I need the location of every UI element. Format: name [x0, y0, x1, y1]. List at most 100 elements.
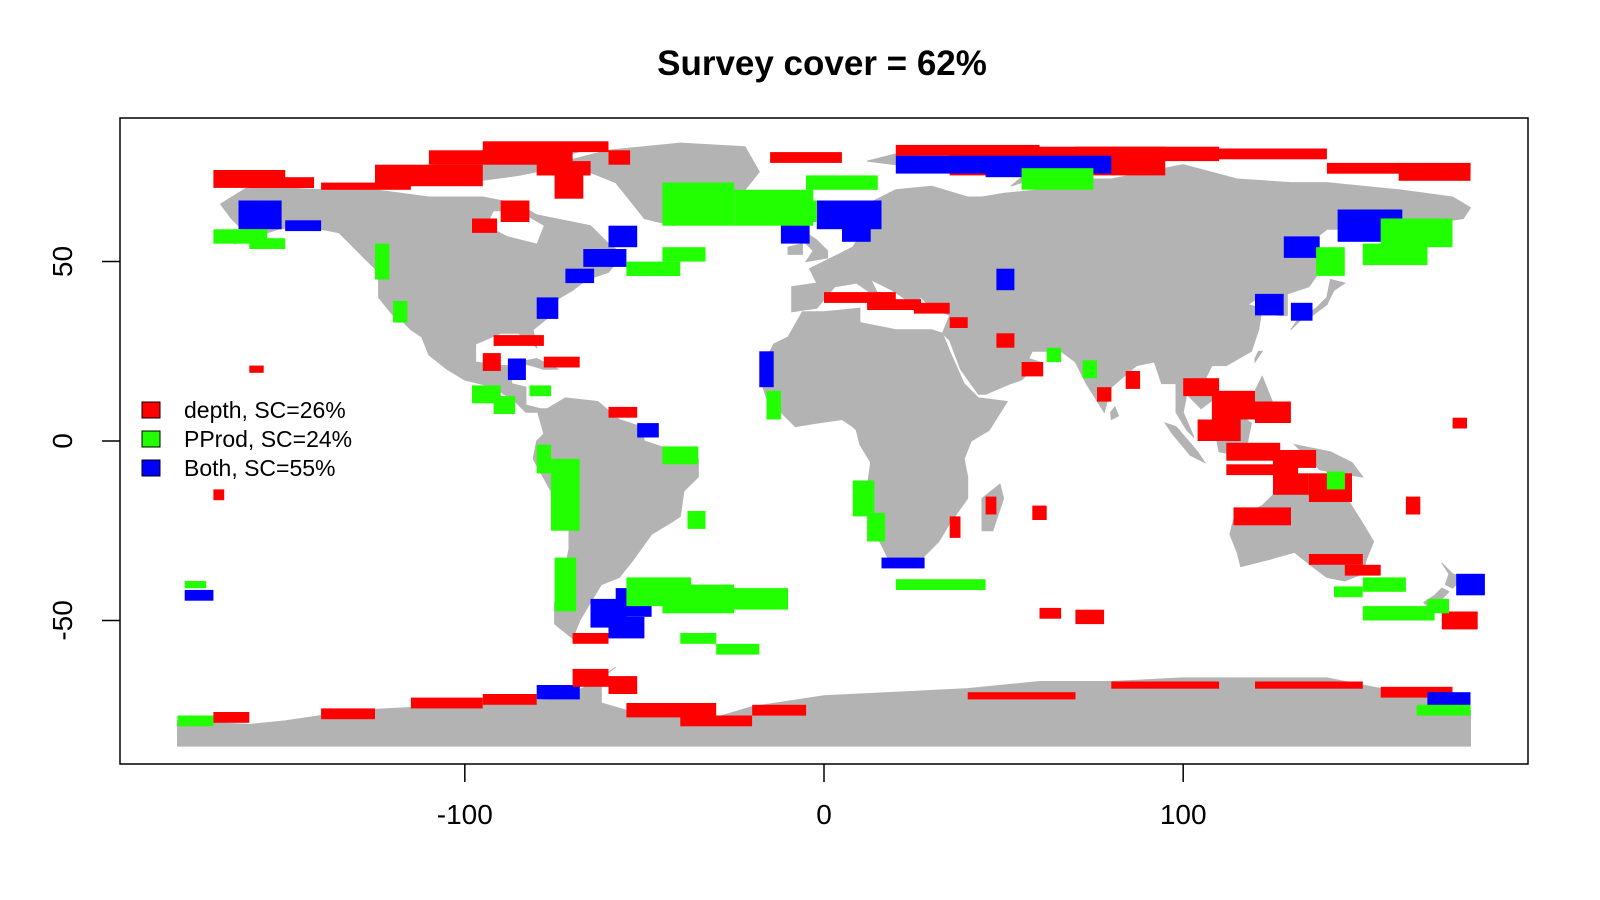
- coverage-pprod-patch: [1363, 577, 1406, 591]
- coverage-depth-patch: [555, 174, 584, 199]
- coverage-depth-patch: [1126, 371, 1140, 389]
- coverage-depth-patch: [986, 497, 997, 515]
- coverage-pprod-patch: [1047, 348, 1061, 362]
- coverage-pprod-patch: [716, 588, 788, 610]
- coverage-both-patch: [842, 217, 871, 242]
- coverage-pprod-patch: [1316, 247, 1345, 276]
- coverage-depth-patch: [483, 694, 537, 705]
- land-ireland: [788, 244, 802, 255]
- coverage-depth-patch: [752, 705, 806, 716]
- coverage-pprod-patch: [494, 396, 516, 414]
- coverage-pprod-patch: [1083, 360, 1097, 378]
- coverage-depth-patch: [950, 516, 961, 538]
- coverage-pprod-patch: [555, 558, 577, 612]
- x-tick-label: 0: [816, 799, 832, 830]
- coverage-both-patch: [1255, 294, 1284, 316]
- coverage-both-patch: [1291, 303, 1313, 321]
- legend-swatch-pprod: [142, 431, 160, 447]
- coverage-depth-patch: [537, 161, 591, 175]
- coverage-depth-patch: [1399, 170, 1471, 181]
- coverage-pprod-patch: [1363, 244, 1428, 266]
- coverage-depth-patch: [1198, 420, 1241, 442]
- coverage-depth-patch: [1075, 610, 1104, 624]
- coverage-pprod-patch: [375, 244, 389, 280]
- land-taiwan: [1255, 351, 1262, 362]
- x-tick-label: 100: [1160, 799, 1207, 830]
- legend: depth, SC=26% PProd, SC=24% Both, SC=55%: [142, 397, 352, 481]
- coverage-pprod-patch: [896, 579, 986, 590]
- coverage-depth-patch: [1255, 682, 1363, 689]
- coverage-depth-patch: [1226, 443, 1280, 461]
- coverage-depth-patch: [1406, 497, 1420, 515]
- coverage-pprod-patch: [1363, 606, 1435, 620]
- coverage-pprod-patch: [1327, 472, 1345, 490]
- coverage-pprod-patch: [806, 175, 878, 189]
- coverage-depth-patch: [770, 152, 842, 163]
- coverage-depth-patch: [213, 712, 249, 723]
- coverage-pprod-patch: [680, 633, 716, 644]
- coverage-pprod-patch: [788, 201, 817, 223]
- coverage-both-patch: [609, 226, 638, 248]
- coverage-depth-patch: [1022, 362, 1044, 376]
- chart-title: Survey cover = 62%: [657, 44, 987, 83]
- legend-swatch-both: [142, 460, 160, 476]
- coverage-both-patch: [239, 201, 282, 230]
- coverage-pprod-patch: [1427, 599, 1449, 613]
- x-tick-label: -100: [437, 799, 493, 830]
- coverage-depth-patch: [483, 353, 501, 371]
- coverage-pprod-patch: [688, 511, 706, 529]
- coverage-depth-patch: [1183, 149, 1327, 160]
- coverage-depth-patch: [1097, 387, 1111, 401]
- coverage-pprod-patch: [853, 481, 875, 517]
- coverage-pprod-patch: [662, 247, 705, 261]
- coverage-pprod-patch: [1022, 168, 1094, 190]
- coverage-depth-patch: [996, 333, 1014, 347]
- legend-label-pprod: PProd, SC=24%: [184, 426, 352, 452]
- coverage-pprod-patch: [662, 446, 698, 464]
- y-tick-label: 0: [47, 433, 78, 449]
- coverage-depth-patch: [867, 299, 921, 310]
- land-sri-lanka: [1111, 407, 1119, 420]
- coverage-pprod-patch: [1381, 219, 1453, 248]
- coverage-pprod-patch: [530, 385, 552, 396]
- coverage-both-patch: [565, 269, 594, 283]
- coverage-depth-patch: [968, 692, 1076, 699]
- coverage-depth-patch: [950, 317, 968, 328]
- coverage-both-patch: [609, 617, 645, 639]
- y-tick-label: 50: [47, 246, 78, 277]
- coverage-depth-patch: [626, 703, 716, 717]
- coverage-depth-patch: [1273, 473, 1309, 495]
- coverage-depth-patch: [213, 489, 224, 500]
- coverage-pprod-patch: [1334, 586, 1363, 597]
- coverage-depth-patch: [1309, 554, 1363, 565]
- coverage-pprod-patch: [867, 513, 885, 542]
- legend-label-both: Both, SC=55%: [184, 455, 336, 481]
- coverage-depth-patch: [1255, 402, 1291, 424]
- coverage-depth-patch: [411, 698, 483, 709]
- coverage-depth-patch: [680, 716, 752, 727]
- coverage-depth-patch: [375, 165, 483, 187]
- coverage-depth-patch: [1453, 418, 1467, 429]
- coverage-depth-patch: [249, 177, 314, 188]
- coverage-depth-patch: [544, 357, 580, 368]
- coverage-pprod-patch: [393, 301, 407, 323]
- coverage-depth-patch: [609, 676, 638, 694]
- coverage-pprod-patch: [1417, 705, 1471, 716]
- coverage-depth-patch: [1040, 608, 1062, 619]
- legend-label-depth: depth, SC=26%: [184, 397, 346, 423]
- coverage-pprod-patch: [716, 644, 759, 655]
- coverage-both-patch: [1284, 236, 1320, 258]
- land-antarctica: [178, 667, 1471, 746]
- y-tick-label: -50: [47, 600, 78, 640]
- coverage-both-patch: [508, 359, 526, 381]
- coverage-pprod-patch: [767, 391, 781, 420]
- coverage-depth-patch: [573, 669, 609, 687]
- coverage-depth-patch: [609, 150, 631, 164]
- coverage-both-patch: [1456, 574, 1485, 596]
- coverage-both-patch: [537, 685, 580, 699]
- coverage-depth-patch: [914, 303, 950, 314]
- coverage-both-patch: [185, 590, 214, 601]
- coverage-both-patch: [1427, 692, 1470, 706]
- coverage-depth-patch: [1111, 682, 1219, 689]
